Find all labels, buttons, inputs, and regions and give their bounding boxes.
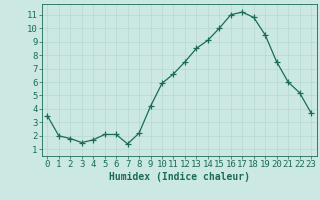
X-axis label: Humidex (Indice chaleur): Humidex (Indice chaleur) bbox=[109, 172, 250, 182]
